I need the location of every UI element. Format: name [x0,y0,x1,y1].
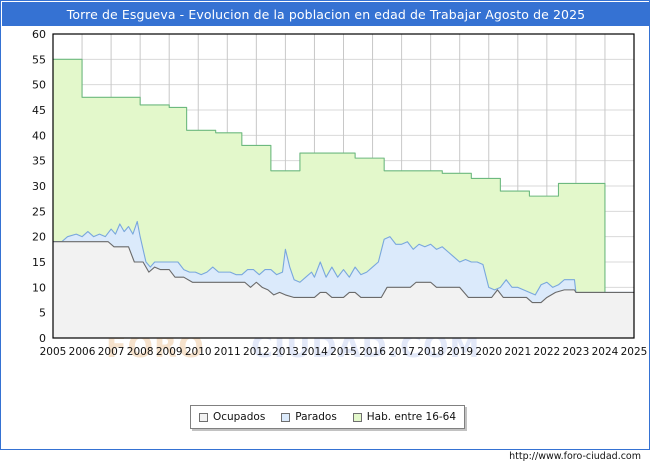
x-tick-label: 2017 [388,346,415,358]
x-tick-label: 2005 [40,346,67,358]
x-tick-label: 2021 [504,346,531,358]
y-tick-label: 55 [32,53,46,66]
x-tick-label: 2016 [359,346,386,358]
x-tick-label: 2018 [417,346,444,358]
legend-item-parados[interactable]: Parados [281,411,337,423]
chart-plot: FORO CIUDAD.COM05101520253035404550556020… [32,28,648,365]
y-tick-label: 40 [32,129,46,142]
legend-swatch-habitantes [352,412,362,422]
x-tick-label: 2010 [185,346,212,358]
x-tick-label: 2024 [592,346,619,358]
y-tick-label: 25 [32,205,46,218]
chart-canvas: FORO CIUDAD.COM 0 5 10 15 20 25 30 35 40 45 50 55 60 20… [1,27,650,462]
legend-label-habitantes: Hab. entre 16-64 [366,411,457,423]
legend-label-parados: Parados [295,411,337,423]
legend-swatch-parados [281,412,291,422]
series-ocupados [53,241,634,338]
x-tick-label: 2023 [563,346,590,358]
x-tick-label: 2009 [156,346,183,358]
y-tick-label: 0 [39,332,46,345]
x-tick-label: 2012 [243,346,270,358]
x-tick-label: 2022 [533,346,560,358]
window-title: Torre de Esgueva - Evolucion de la pobla… [2,2,650,26]
legend-label-ocupados: Ocupados [212,411,266,423]
y-tick-label: 35 [32,155,46,168]
y-tick-label: 15 [32,256,46,269]
y-tick-label: 20 [32,231,46,244]
y-tick-label: 30 [32,180,46,193]
x-tick-label: 2007 [98,346,125,358]
x-tick-label: 2013 [272,346,299,358]
x-tick-label: 2025 [621,346,648,358]
x-tick-label: 2020 [475,346,502,358]
y-tick-label: 50 [32,79,46,92]
legend-item-ocupados[interactable]: Ocupados [198,411,266,423]
y-tick-label: 5 [39,307,46,320]
y-tick-label: 10 [32,281,46,294]
x-tick-label: 2011 [214,346,241,358]
x-tick-label: 2015 [330,346,357,358]
x-tick-label: 2019 [446,346,473,358]
x-tick-label: 2014 [301,346,328,358]
legend-swatch-ocupados [198,412,208,422]
legend-item-habitantes[interactable]: Hab. entre 16-64 [352,411,457,423]
chart-legend: Ocupados Parados Hab. entre 16-64 [190,405,465,429]
x-tick-label: 2006 [69,346,96,358]
x-tick-label: 2008 [127,346,154,358]
y-tick-label: 60 [32,28,46,41]
source-url[interactable]: http://www.foro-ciudad.com [509,451,641,462]
series-hab-entre-16-64 [53,58,634,339]
y-tick-label: 45 [32,104,46,117]
